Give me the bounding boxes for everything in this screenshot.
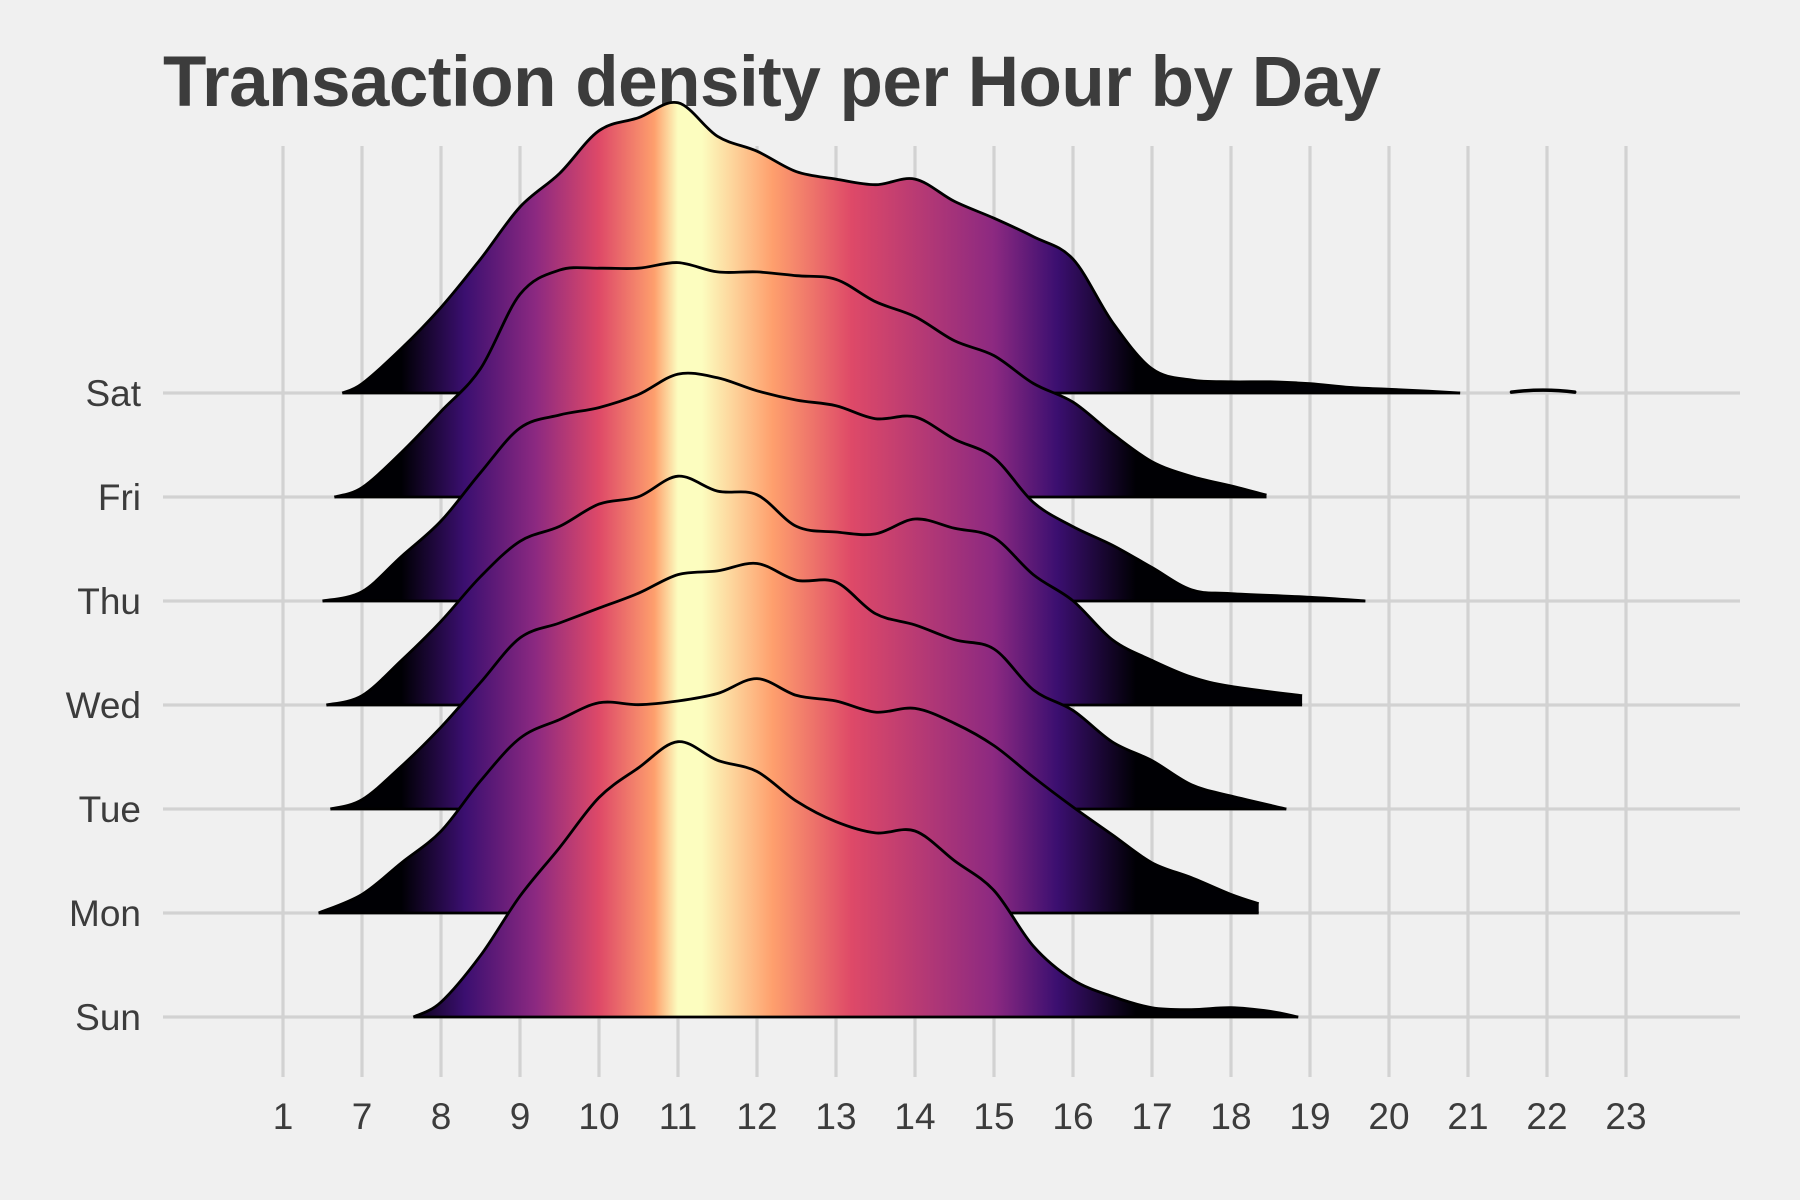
x-tick-label: 12	[736, 1096, 777, 1137]
x-tick-label: 15	[973, 1096, 1014, 1137]
x-tick-label: 10	[578, 1096, 619, 1137]
ridge-tail-sat	[1509, 388, 1577, 394]
x-tick-label: 22	[1526, 1096, 1567, 1137]
x-tick-label: 21	[1447, 1096, 1488, 1137]
x-tick-label: 16	[1052, 1096, 1093, 1137]
y-tick-label: Thu	[77, 581, 141, 622]
ridge-line-tue	[330, 561, 1287, 811]
y-tick-label: Wed	[66, 685, 141, 726]
y-tick-label: Tue	[79, 789, 141, 830]
x-tick-label: 8	[431, 1096, 452, 1137]
x-tick-label: 17	[1131, 1096, 1172, 1137]
x-tick-label: 23	[1605, 1096, 1646, 1137]
ridge-line-sat	[341, 100, 1461, 395]
x-tick-label: 18	[1210, 1096, 1251, 1137]
x-tick-label: 19	[1289, 1096, 1330, 1137]
y-tick-label: Sun	[75, 997, 141, 1038]
ridge-fill-sun	[413, 741, 1299, 1017]
y-tick-label: Fri	[98, 477, 141, 518]
x-tick-label: 11	[659, 1096, 697, 1137]
x-tick-label: 7	[352, 1096, 373, 1137]
ridge-line-sun	[412, 740, 1299, 1019]
ridge-line-thu	[322, 371, 1366, 603]
x-tick-label: 14	[894, 1096, 935, 1137]
x-tick-label: 9	[510, 1096, 531, 1137]
ridge-line-mon	[318, 677, 1260, 915]
x-tick-label: 13	[815, 1096, 856, 1137]
y-tick-label: Mon	[69, 893, 141, 934]
y-tick-label: Sat	[85, 373, 141, 414]
ridge-line-wed	[326, 474, 1303, 707]
ridge-line-fri	[333, 261, 1267, 499]
x-tick-label: 1	[273, 1096, 294, 1137]
x-tick-label: 20	[1368, 1096, 1409, 1137]
chart-title: Transaction density per Hour by Day	[163, 43, 1381, 122]
